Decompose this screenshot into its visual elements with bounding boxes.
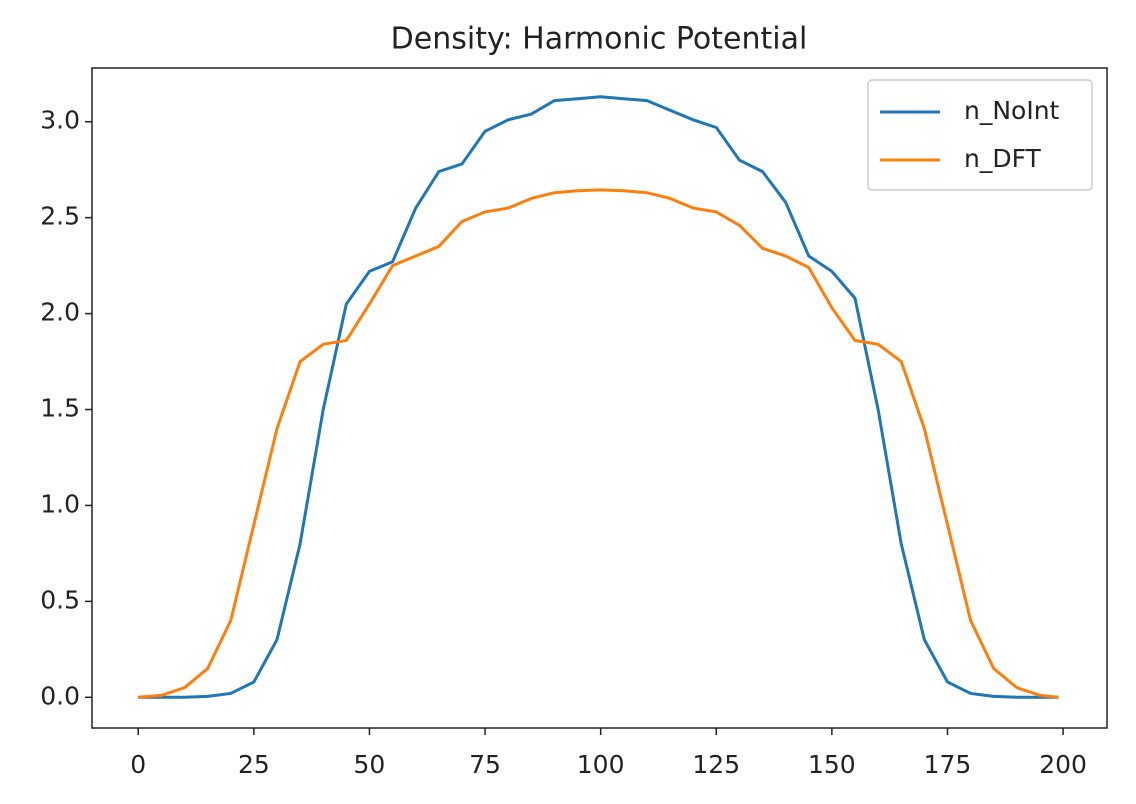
- plot-frame: [91, 67, 1108, 729]
- x-tick-label: 125: [692, 750, 740, 779]
- chart-title: Density: Harmonic Potential: [391, 22, 808, 57]
- y-tick-label: 2.0: [40, 298, 80, 327]
- legend-label: n_DFT: [964, 144, 1042, 173]
- legend-box: [867, 79, 1093, 191]
- x-tick-label: 100: [577, 750, 625, 779]
- y-tick-label: 3.0: [40, 106, 80, 135]
- x-tick-label: 75: [469, 750, 501, 779]
- y-tick-label: 0.0: [40, 681, 80, 710]
- x-tick-label: 175: [924, 750, 972, 779]
- x-tick-label: 150: [808, 750, 856, 779]
- line-series: [138, 188, 1059, 699]
- y-tick-label: 0.5: [40, 585, 80, 614]
- x-tick-label: 200: [1039, 750, 1087, 779]
- y-tick-label: 1.5: [40, 394, 80, 423]
- y-tick-label: 1.0: [40, 489, 80, 518]
- x-tick-label: 50: [354, 750, 386, 779]
- y-tick-label: 2.5: [40, 202, 80, 231]
- line-series: [138, 95, 1059, 699]
- x-tick-label: 25: [238, 750, 270, 779]
- x-tick-label: 0: [130, 750, 146, 779]
- legend-label: n_NoInt: [964, 96, 1060, 125]
